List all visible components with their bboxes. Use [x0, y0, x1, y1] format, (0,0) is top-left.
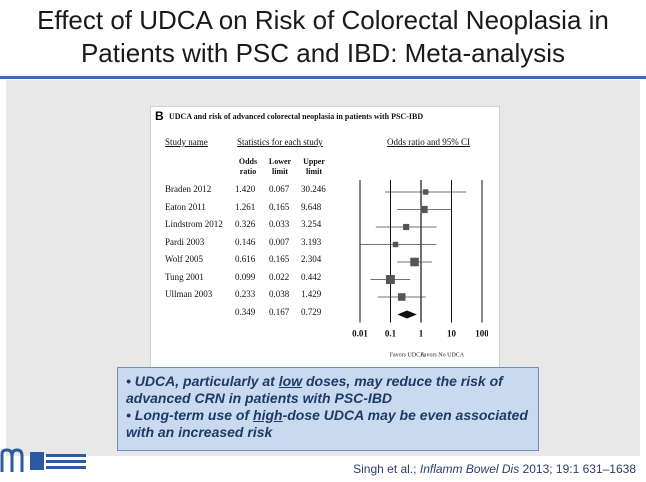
- study-lower-value: 0.165: [269, 201, 290, 212]
- key-point-2: • Long-term use of high-dose UDCA may be…: [126, 407, 528, 440]
- study-or-value: 0.326: [235, 219, 256, 229]
- study-upper-value: 9.648: [301, 201, 322, 212]
- study-upper-value: 30.246: [301, 184, 326, 194]
- subheader-lower-limit: Lower limit: [268, 157, 292, 176]
- organization-logo: [0, 448, 86, 472]
- slide-title: Effect of UDCA on Risk of Colorectal Neo…: [0, 4, 646, 70]
- study-lower-value: 0.038: [269, 289, 290, 299]
- subheader-upper-limit: Upper limit: [303, 157, 325, 176]
- study-name: Ullman 2003: [165, 289, 213, 299]
- study-upper-value: 0.442: [301, 271, 322, 282]
- study-upper-value: 3.193: [301, 236, 322, 247]
- title-line-1: Effect of UDCA on Risk of Colorectal Neo…: [37, 5, 609, 35]
- key-points-box: • UDCA, particularly at low doses, may r…: [117, 367, 539, 451]
- study-or-value: 0.616: [235, 254, 256, 264]
- study-lower-value: 0.022: [269, 271, 290, 282]
- col-header-study: Study name: [165, 137, 208, 147]
- pooled-or-value: 0.349: [235, 306, 256, 317]
- study-or-value: 1.420: [235, 184, 256, 194]
- point-estimate: [422, 189, 429, 195]
- study-upper-value: 1.429: [301, 289, 322, 299]
- point-estimate: [397, 293, 406, 301]
- point-estimate: [392, 241, 399, 248]
- study-or-value: 0.146: [235, 236, 256, 247]
- figure-title: UDCA and risk of advanced colorectal neo…: [169, 112, 424, 121]
- study-name: Eaton 2011: [165, 201, 206, 212]
- x-tick-label: 10: [447, 329, 457, 339]
- study-or-value: 0.099: [235, 271, 256, 282]
- citation: Singh et al.; Inflamm Bowel Dis 2013; 19…: [353, 462, 636, 476]
- pooled-diamond: [397, 310, 417, 319]
- favors-udca-label: Favors UDCA: [390, 353, 426, 359]
- title-line-2: Patients with PSC and IBD: Meta-analysis: [80, 38, 566, 68]
- x-tick-label: 100: [475, 329, 488, 339]
- point-estimate: [385, 275, 395, 284]
- study-upper-value: 3.254: [301, 219, 322, 229]
- x-tick-label: 0.1: [385, 329, 397, 339]
- pooled-lower-value: 0.167: [269, 306, 290, 317]
- subheader-odds-ratio: Odds ratio: [238, 157, 258, 176]
- study-or-value: 0.233: [235, 289, 256, 299]
- study-lower-value: 0.007: [269, 236, 290, 247]
- x-tick-label: 0.01: [352, 329, 368, 339]
- study-or-value: 1.261: [235, 201, 256, 212]
- point-estimate: [410, 257, 419, 267]
- favors-no-udca-label: Favors No UDCA: [420, 353, 464, 359]
- col-header-stats: Statistics for each study: [237, 137, 323, 147]
- study-name: Braden 2012: [165, 184, 212, 194]
- study-name: Pardi 2003: [165, 236, 205, 247]
- pooled-upper-value: 0.729: [301, 306, 322, 317]
- x-tick-label: 1: [419, 329, 424, 339]
- title-divider: [0, 76, 646, 79]
- study-name: Wolf 2005: [165, 254, 204, 264]
- study-upper-value: 2.304: [301, 254, 322, 264]
- study-lower-value: 0.033: [269, 219, 290, 229]
- study-lower-value: 0.067: [269, 184, 290, 194]
- point-estimate: [403, 223, 410, 231]
- study-name: Tung 2001: [165, 271, 204, 282]
- key-point-1: • UDCA, particularly at low doses, may r…: [126, 373, 503, 406]
- study-name: Lindstrom 2012: [165, 219, 223, 229]
- forest-plot-figure: B UDCA and risk of advanced colorectal n…: [150, 106, 500, 368]
- study-lower-value: 0.165: [269, 254, 290, 264]
- col-header-plot: Odds ratio and 95% CI: [387, 137, 470, 147]
- figure-panel-letter: B: [155, 109, 164, 123]
- point-estimate: [420, 205, 428, 214]
